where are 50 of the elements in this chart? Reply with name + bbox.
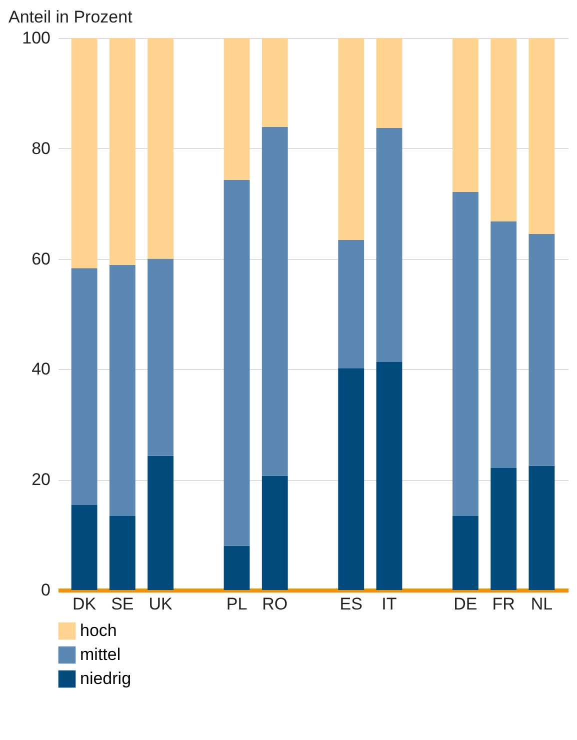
x-tick-label: ES (340, 594, 362, 614)
y-tick-label: 20 (32, 470, 50, 490)
bar (224, 180, 250, 546)
bar (528, 466, 555, 590)
bar (224, 38, 250, 180)
bar (490, 38, 517, 222)
y-tick-label: 40 (32, 360, 50, 379)
bar (490, 221, 517, 468)
y-tick-label: 60 (32, 249, 50, 268)
bar (262, 476, 288, 590)
y-tick-label: 80 (32, 138, 50, 158)
bar (452, 516, 478, 590)
y-axis-title: Anteil in Prozent (8, 8, 133, 26)
bar (338, 240, 364, 368)
bar (528, 38, 555, 234)
bar (109, 264, 136, 516)
bar (528, 234, 555, 466)
x-tick-label: UK (148, 594, 173, 614)
bar (71, 504, 98, 590)
bar (262, 38, 288, 127)
x-tick-label: DE (454, 594, 478, 614)
x-tick-label: FR (492, 594, 515, 614)
y-tick-label: 100 (22, 28, 50, 48)
x-tick-label: RO (262, 594, 288, 614)
y-tick-label: 0 (41, 580, 50, 600)
x-tick-label: DK (72, 594, 97, 614)
bar (376, 128, 402, 362)
bar (376, 362, 402, 590)
bar (376, 38, 402, 128)
bar (148, 456, 174, 590)
bar (262, 126, 288, 476)
x-tick-label: NL (530, 594, 553, 614)
bar (224, 546, 250, 590)
x-tick-label: IT (382, 594, 397, 614)
bar (148, 258, 174, 456)
bar (148, 38, 174, 259)
legend-label: hoch (80, 621, 117, 640)
bar (338, 368, 364, 590)
x-tick-label: SE (111, 594, 134, 614)
bar (109, 38, 136, 265)
bar (71, 268, 98, 505)
bar (452, 38, 478, 192)
bar (452, 192, 478, 516)
legend-label: mittel (80, 645, 121, 664)
legend-label: niedrig (80, 669, 132, 688)
bar (109, 516, 136, 590)
x-tick-label: PL (226, 594, 248, 614)
bar (338, 38, 364, 240)
bar (71, 38, 98, 268)
bar (490, 468, 517, 590)
